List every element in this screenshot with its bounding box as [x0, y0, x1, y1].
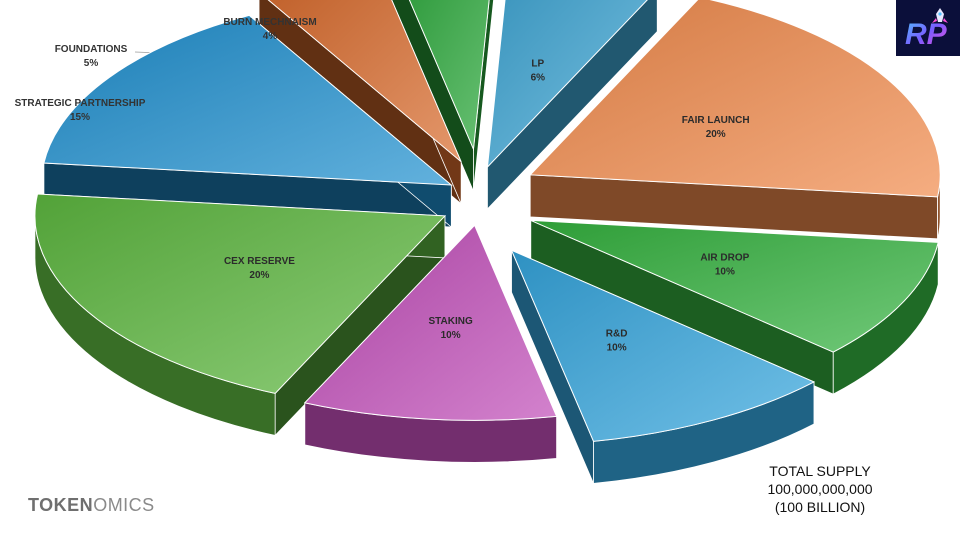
supply-line-2: 100,000,000,000	[767, 481, 873, 497]
pie-slice-lp	[486, 0, 658, 210]
footer-title-rest: OMICS	[93, 495, 155, 515]
slice-top	[486, 0, 648, 169]
slice-top	[43, 14, 453, 186]
slice-value-strategic-partnership: 15%	[70, 112, 90, 123]
pie-slice-strategic-partnership	[43, 14, 453, 228]
slice-value-foundations: 5%	[84, 58, 99, 69]
supply-line-3: (100 BILLION)	[774, 499, 866, 515]
slice-top	[510, 249, 816, 442]
slice-top	[303, 224, 558, 421]
footer-title-bold: TOKEN	[28, 495, 94, 515]
slice-label-staking: STAKING	[428, 316, 472, 327]
pie-slice-r-d	[510, 249, 816, 484]
pie-slice-air-drop	[530, 219, 939, 395]
slice-top	[34, 193, 447, 394]
total-supply-note: TOTAL SUPPLY 100,000,000,000 (100 BILLIO…	[740, 462, 900, 516]
pie-slice-cex-reserve	[34, 193, 447, 437]
slice-label-air-drop: AIR DROP	[700, 252, 749, 263]
slice-label-cex-reserve: CEX RESERVE	[224, 256, 295, 267]
logo: RP	[896, 0, 960, 56]
rocket-icon	[932, 8, 948, 23]
slice-value-air-drop: 10%	[715, 266, 735, 277]
slice-value-lp: 6%	[531, 72, 546, 83]
slice-value-fair-launch: 20%	[706, 129, 726, 140]
slice-label-foundations: FOUNDATIONS	[55, 44, 128, 55]
slice-top	[408, 0, 490, 152]
slice-value-r-d: 10%	[607, 343, 627, 354]
slice-label-lp: LP	[531, 58, 544, 69]
slice-label-strategic-partnership: STRATEGIC PARTNERSHIP	[15, 98, 146, 109]
slice-value-staking: 10%	[441, 330, 461, 341]
slice-label-fair-launch: FAIR LAUNCH	[682, 115, 750, 126]
footer-title: TOKENOMICS	[28, 495, 155, 516]
slice-top	[529, 0, 941, 198]
logo-text: RP	[905, 18, 948, 51]
pie-slice-staking	[303, 224, 558, 463]
slice-top	[267, 0, 462, 163]
pie-slice-fair-launch	[529, 0, 941, 240]
slice-label-burn-mechnaism: BURN MECHNAISM	[223, 17, 316, 28]
slice-top	[530, 219, 939, 353]
slice-label-r-d: R&D	[606, 329, 628, 340]
supply-line-1: TOTAL SUPPLY	[769, 463, 871, 479]
slice-value-cex-reserve: 20%	[249, 270, 269, 281]
slice-value-burn-mechnaism: 4%	[263, 31, 278, 42]
